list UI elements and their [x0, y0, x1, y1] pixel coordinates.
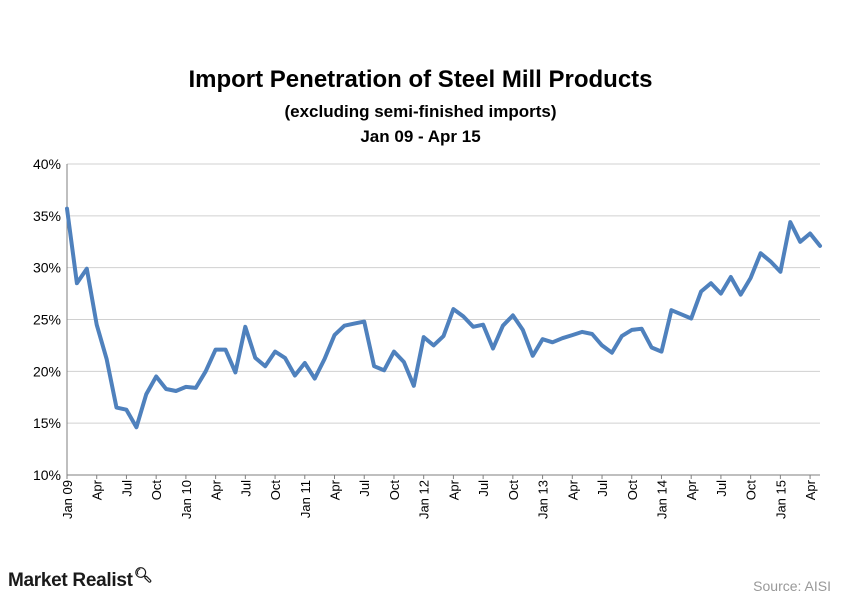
x-tick-label: Jan 14	[654, 480, 669, 519]
y-tick-label: 20%	[33, 363, 61, 379]
x-tick-label: Apr	[684, 479, 699, 500]
brand-logo: Market Realist🔍︎	[8, 567, 153, 592]
x-tick-label: Oct	[149, 480, 164, 501]
y-tick-label: 10%	[33, 467, 61, 483]
x-tick-label: Apr	[209, 479, 224, 500]
y-tick-label: 40%	[33, 156, 61, 172]
x-tick-label: Jul	[595, 480, 610, 497]
y-tick-label: 30%	[33, 260, 61, 276]
x-tick-label: Apr	[803, 479, 818, 500]
x-tick-label: Jan 12	[417, 480, 432, 519]
x-tick-label: Jul	[357, 480, 372, 497]
x-tick-label: Oct	[744, 480, 759, 501]
x-tick-label: Apr	[90, 479, 105, 500]
brand-name: Market Realist	[8, 570, 133, 591]
y-tick-label: 35%	[33, 208, 61, 224]
chart-subtitle: (excluding semi-finished imports)	[284, 102, 557, 121]
x-tick-label: Apr	[328, 479, 343, 500]
x-tick-label: Apr	[565, 479, 580, 500]
magnifier-icon: 🔍︎	[133, 567, 153, 584]
x-tick-label: Jul	[476, 480, 491, 497]
x-tick-label: Oct	[268, 480, 283, 501]
x-tick-label: Oct	[387, 480, 402, 501]
x-tick-label: Jan 10	[179, 480, 194, 519]
x-tick-label: Jan 11	[298, 480, 313, 518]
x-tick-label: Oct	[625, 480, 640, 501]
x-tick-label: Jul	[119, 480, 134, 497]
x-tick-label: Jul	[238, 480, 253, 497]
x-tick-label: Jan 15	[773, 480, 788, 519]
x-tick-label: Jul	[714, 480, 729, 497]
x-tick-label: Apr	[446, 479, 461, 500]
chart-title: Import Penetration of Steel Mill Product…	[188, 66, 653, 93]
y-tick-label: 25%	[33, 312, 61, 328]
x-tick-label: Jan 13	[536, 480, 551, 519]
y-tick-label: 15%	[33, 415, 61, 431]
source-note: Source: AISI	[753, 578, 831, 594]
x-tick-label: Jan 09	[60, 480, 75, 519]
chart-date-range: Jan 09 - Apr 15	[360, 127, 481, 146]
series-line	[65, 206, 822, 430]
x-tick-label: Oct	[506, 480, 521, 501]
